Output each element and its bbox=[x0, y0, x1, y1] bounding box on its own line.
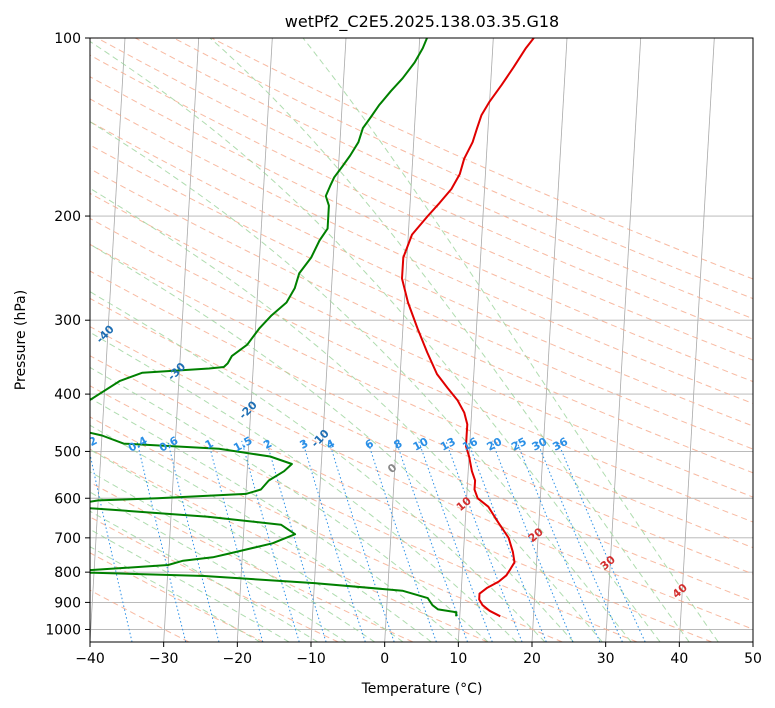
mixing-ratio-line bbox=[302, 440, 366, 642]
moist-adiabat bbox=[90, 546, 261, 642]
x-tick-label: 30 bbox=[597, 651, 615, 667]
isotherm-line bbox=[531, 38, 568, 642]
moist-adiabat bbox=[90, 331, 517, 642]
moist-adiabat bbox=[90, 449, 404, 642]
mixing-ratio-label: 36 bbox=[550, 435, 570, 454]
profiles bbox=[90, 38, 535, 618]
moist-adiabat bbox=[90, 528, 290, 642]
mixing-ratio-label: 10 bbox=[411, 435, 431, 454]
isotherm-line bbox=[90, 38, 126, 642]
isotherm-line bbox=[605, 38, 642, 642]
dry-adiabat bbox=[90, 98, 753, 405]
mixing-ratio-line bbox=[536, 440, 623, 642]
dry-adiabat bbox=[96, 38, 753, 340]
dry-adiabat bbox=[90, 326, 753, 630]
mixing-ratio-line bbox=[207, 440, 264, 642]
dry-adiabat bbox=[90, 76, 753, 383]
x-tick-label: 40 bbox=[670, 651, 688, 667]
moist-adiabat bbox=[90, 424, 432, 642]
mixing-ratio-line bbox=[90, 451, 133, 642]
mixing-ratio-line bbox=[395, 440, 468, 642]
mixing-ratio-label: 16 bbox=[460, 435, 480, 454]
y-tick-label: 600 bbox=[54, 491, 81, 507]
dry-adiabat bbox=[90, 168, 753, 474]
dry-adiabat bbox=[90, 448, 488, 642]
dry-adiabat bbox=[135, 38, 753, 320]
x-axis-label: Temperature (°C) bbox=[361, 681, 483, 697]
x-tick-label: −40 bbox=[75, 651, 105, 667]
mixing-ratio-line bbox=[265, 440, 327, 642]
moist-adiabat bbox=[90, 510, 319, 642]
x-tick-label: −30 bbox=[149, 651, 179, 667]
dry-adiabat bbox=[90, 297, 753, 602]
moist-adiabat bbox=[90, 121, 632, 642]
mixing-ratio-label: 13 bbox=[438, 435, 458, 454]
mixing-ratio-label: 30 bbox=[530, 435, 550, 454]
isotherm-line bbox=[457, 38, 494, 642]
x-tick-label: 20 bbox=[523, 651, 541, 667]
y-tick-label: 200 bbox=[54, 209, 81, 225]
isotherm-line bbox=[163, 38, 200, 642]
y-tick-label: 900 bbox=[54, 595, 81, 611]
moist-adiabat bbox=[90, 187, 603, 642]
plot-frame bbox=[89, 37, 754, 643]
mixing-ratio-label: 0.2 bbox=[76, 434, 99, 455]
dry-adiabat bbox=[90, 243, 753, 549]
mixing-ratio-line bbox=[136, 440, 187, 642]
mixing-ratio-line bbox=[516, 440, 601, 642]
y-tick-label: 400 bbox=[54, 387, 81, 403]
x-tick-label: 0 bbox=[380, 651, 389, 667]
axis-ticks: −40 −30 −20 −10 0 10 20 30 40 50 100 200 300 400 500 60… bbox=[45, 31, 762, 667]
mixing-ratio-line bbox=[241, 440, 300, 642]
dry-adiabat bbox=[90, 270, 753, 575]
dry-adiabat bbox=[90, 416, 563, 642]
x-tick-label: −20 bbox=[223, 651, 253, 667]
chart-title: wetPf2_C2E5.2025.138.03.35.G18 bbox=[285, 12, 559, 32]
x-tick-label: −10 bbox=[296, 651, 326, 667]
y-tick-label: 1000 bbox=[45, 622, 81, 638]
y-tick-label: 100 bbox=[54, 31, 81, 47]
dry-adiabat bbox=[90, 355, 712, 642]
isotherm-line bbox=[236, 38, 273, 642]
x-tick-label: 50 bbox=[744, 651, 762, 667]
y-axis-label: Pressure (hPa) bbox=[13, 290, 29, 390]
isotherm-line bbox=[678, 38, 715, 642]
moist-adiabat bbox=[90, 243, 574, 642]
mixing-ratio-line bbox=[557, 440, 646, 642]
moist-adiabat bbox=[90, 471, 376, 642]
mixing-ratio-line bbox=[491, 440, 574, 642]
mixing-ratio-label: 25 bbox=[509, 435, 529, 454]
reference-lines bbox=[90, 38, 753, 642]
x-tick-label: 10 bbox=[449, 651, 467, 667]
dry-adiabat bbox=[90, 589, 190, 642]
mixing-ratio-line bbox=[418, 440, 493, 642]
moist-adiabat bbox=[90, 366, 489, 642]
temperature-profile bbox=[401, 38, 535, 618]
dry-adiabat bbox=[90, 192, 753, 498]
y-tick-label: 700 bbox=[54, 531, 81, 547]
mixing-ratio-label: 20 bbox=[485, 435, 505, 454]
dry-adiabat bbox=[90, 552, 264, 642]
y-tick-label: 800 bbox=[54, 565, 81, 581]
moist-adiabat bbox=[209, 38, 690, 642]
y-tick-label: 300 bbox=[54, 313, 81, 329]
mixing-ratio-line bbox=[167, 440, 220, 642]
dewpoint-profile bbox=[90, 38, 458, 617]
y-tick-label: 500 bbox=[54, 444, 81, 460]
isotherm-line bbox=[384, 38, 421, 642]
moist-adiabat bbox=[90, 40, 661, 642]
moist-adiabat bbox=[302, 38, 719, 642]
